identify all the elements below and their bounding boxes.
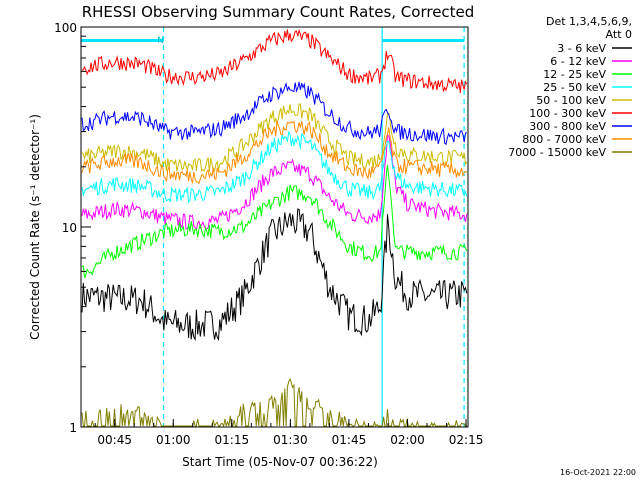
legend-entry-label: 12 - 25 keV xyxy=(543,68,606,81)
legend-entry-label: 6 - 12 keV xyxy=(550,55,606,68)
series-line xyxy=(81,103,468,172)
y-tick-label: 10 xyxy=(62,221,77,235)
x-tick-label: 01:45 xyxy=(332,433,367,447)
series-line xyxy=(81,133,468,232)
x-tick-label: 01:15 xyxy=(215,433,250,447)
legend-entry-label: 300 - 800 keV xyxy=(529,120,606,133)
x-axis-label: Start Time (05-Nov-07 00:36:22) xyxy=(182,455,378,469)
chart-title: RHESSI Observing Summary Count Rates, Co… xyxy=(82,3,475,21)
legend-entry-label: 50 - 100 keV xyxy=(536,94,606,107)
x-tick-label: 01:00 xyxy=(156,433,191,447)
series-line xyxy=(81,208,468,342)
series-line xyxy=(81,120,468,185)
legend-entry-label: 3 - 6 keV xyxy=(557,42,606,55)
series-line xyxy=(81,81,467,146)
marker-bar xyxy=(382,39,465,42)
legend-header-line-1: Det 1,3,4,5,6,9, xyxy=(546,15,632,28)
legend-entry-label: 25 - 50 keV xyxy=(543,81,606,94)
series-line xyxy=(81,28,468,94)
legend-entry-label: 100 - 300 keV xyxy=(529,107,606,120)
y-tick-label: 100 xyxy=(54,21,77,35)
legend-entry-label: 800 - 7000 keV xyxy=(522,133,606,146)
x-tick-label: 01:30 xyxy=(273,433,308,447)
series-line xyxy=(81,164,468,279)
y-axis-label: Corrected Count Rate (s⁻¹ detector⁻¹) xyxy=(28,114,42,340)
series-group xyxy=(81,28,468,428)
plot-area: N xyxy=(81,27,465,427)
marker-bar xyxy=(81,39,164,42)
x-tick-label: 02:15 xyxy=(449,433,484,447)
x-tick-label: 00:45 xyxy=(97,433,132,447)
footer-date: 16-Oct-2021 22:00 xyxy=(560,468,636,477)
marker-bar-label: N xyxy=(157,36,164,46)
series-line xyxy=(81,130,468,204)
axis-ticks: 00:45 01:00 01:15 01:30 01:45 02:00 02:15 1 10 10… xyxy=(54,21,483,447)
x-tick-label: 02:00 xyxy=(390,433,425,447)
legend-entry-label: 7000 - 15000 keV xyxy=(508,146,606,159)
legend-header-line-2: Att 0 xyxy=(606,28,632,41)
y-tick-label: 1 xyxy=(69,421,77,435)
plot-frame xyxy=(80,26,469,428)
series-line xyxy=(81,377,467,428)
